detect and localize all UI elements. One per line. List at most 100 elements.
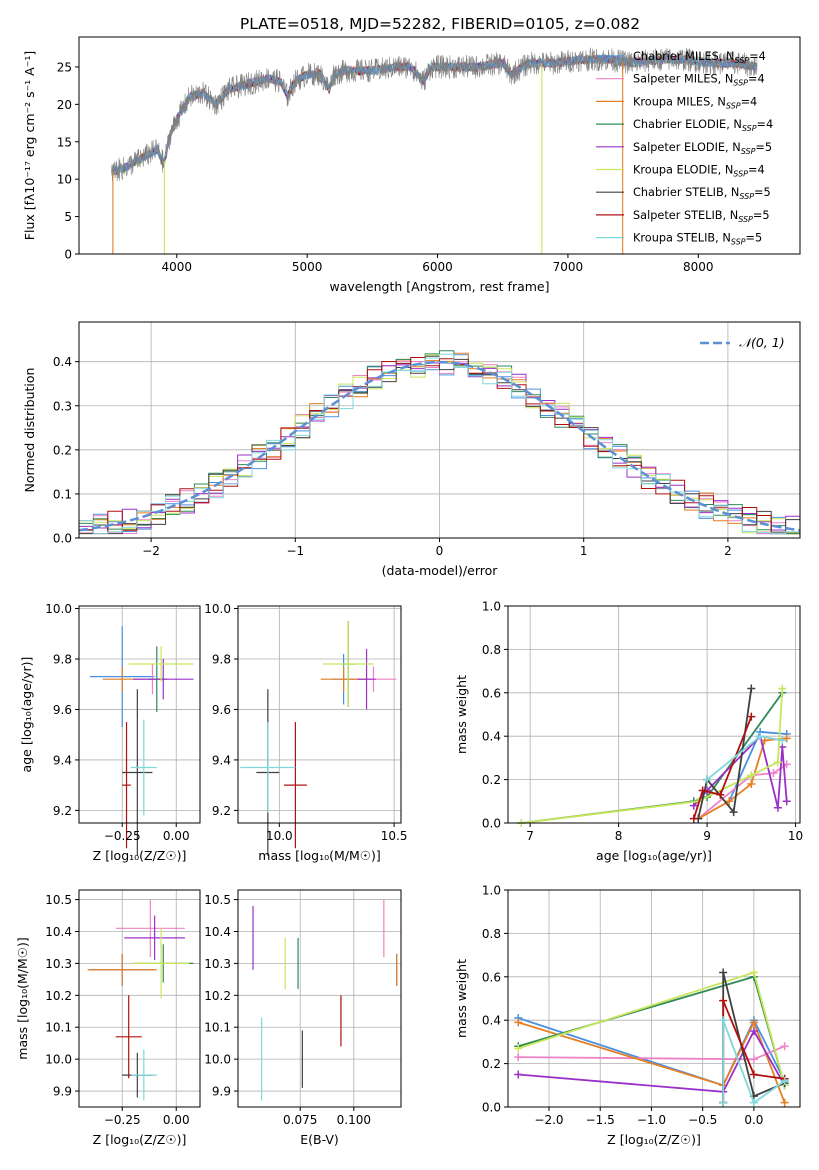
legend-entry: Chabrier MILES, NSSP=4 xyxy=(633,50,766,65)
mass-vs-EBV-marks xyxy=(252,899,398,1101)
y-tick-label: 0.3 xyxy=(53,399,72,413)
mass-weight-vs-age-panel: 7 8 9 10 0.0 0.2 0.4 0.6 0.8 1.0 age [log₁₀(age/yr… xyxy=(454,600,803,864)
weight-marker xyxy=(778,736,787,745)
y-tick-label: 10.0 xyxy=(204,602,231,616)
y-tick-label: 0.4 xyxy=(53,355,72,369)
y-tick-label: 0.1 xyxy=(53,487,72,501)
mass-weight-vs-age-x-axis-label: age [log₁₀(age/yr)] xyxy=(596,848,712,863)
legend-count: =4 xyxy=(748,164,765,177)
mass-vs-Z-plot-area xyxy=(79,890,200,1107)
y-tick-label: 9.6 xyxy=(212,703,231,717)
observed-spectrum-line xyxy=(111,47,758,182)
y-tick-label: 0.8 xyxy=(482,927,501,941)
age-vs-mass-grid xyxy=(238,606,401,823)
residuals-legend: 𝒩(0, 1) xyxy=(700,335,785,350)
y-tick-label: 10.0 xyxy=(45,602,72,616)
y-tick-label: 0.4 xyxy=(482,1014,501,1028)
residuals-panel: −2 −1 0 1 2 0.0 0.1 0.2 0.3 0.4 (data-model)/error… xyxy=(22,321,801,578)
mass-vs-EBV-frame xyxy=(237,889,402,1108)
y-tick-label: 0.6 xyxy=(482,970,501,984)
weight-marker xyxy=(773,803,782,812)
x-tick-label: 0.00 xyxy=(163,829,190,843)
legend-subscript: SSP xyxy=(739,192,754,201)
x-tick-label: −1 xyxy=(286,544,304,558)
weight-marker xyxy=(778,684,787,693)
y-tick-label: 25 xyxy=(57,60,72,74)
mass-weight-vs-age-plot-area xyxy=(508,606,800,823)
legend-count: =4 xyxy=(748,73,765,86)
y-tick-label: 10.3 xyxy=(204,957,231,971)
y-tick-label: 10.3 xyxy=(45,957,72,971)
age-vs-mass-marks xyxy=(240,621,397,856)
weight-marker xyxy=(747,712,756,721)
spectrum-marks xyxy=(111,47,758,254)
weight-marker xyxy=(703,775,712,784)
legend-series-name: Chabrier STELIB, N xyxy=(633,186,739,199)
weight-marker xyxy=(749,1098,758,1107)
mass-weight-vs-Z-frame xyxy=(507,889,801,1108)
mass-vs-Z-panel: −0.25 0.00 9.9 10.0 10.1 10.2 10.3 10.4 10.5 Z [l… xyxy=(15,889,201,1147)
legend-subscript: SSP xyxy=(726,101,741,110)
y-tick-label: 10.0 xyxy=(204,1053,231,1067)
normal-curve xyxy=(78,360,801,532)
age-vs-Z-marks xyxy=(89,626,194,856)
weight-marker xyxy=(514,1044,523,1053)
weight-marker xyxy=(773,758,782,767)
weight-marker xyxy=(719,1098,728,1107)
spectrum-y-axis-label: Flux [fλ10⁻¹⁷ erg cm⁻² s⁻¹ A⁻¹] xyxy=(22,51,37,240)
residuals-y-axis-label: Normed distribution xyxy=(22,368,37,493)
figure-title: PLATE=0518, MJD=52282, FIBERID=0105, z=0… xyxy=(240,15,640,33)
x-tick-label: −0.25 xyxy=(104,829,141,843)
y-tick-label: 0.0 xyxy=(482,817,501,831)
age-vs-Z-x-axis-label: Z [log₁₀(Z/Z☉)] xyxy=(93,848,187,863)
x-tick-label: −1.0 xyxy=(637,1113,666,1127)
y-tick-label: 10.1 xyxy=(204,1021,231,1035)
weight-marker xyxy=(514,1018,523,1027)
spectrum-x-axis-label: wavelength [Angstrom, rest frame] xyxy=(329,279,549,294)
x-tick-label: 10.5 xyxy=(381,829,408,843)
y-tick-label: 0 xyxy=(64,248,72,262)
age-vs-mass-panel: 10.0 10.5 9.2 9.4 9.6 9.8 10.0 mass [log₁₀(M/M☉… xyxy=(204,602,407,863)
mass-weight-vs-Z-x-axis-label: Z [log₁₀(Z/Z☉)] xyxy=(607,1132,701,1147)
x-tick-label: 1 xyxy=(580,544,588,558)
weight-marker xyxy=(780,1098,789,1107)
mass-vs-EBV-plot-area xyxy=(238,890,401,1107)
x-tick-label: 2 xyxy=(724,544,732,558)
legend-entry: 𝒩(0, 1) xyxy=(739,335,785,350)
mass-vs-Z-marks xyxy=(87,899,194,1101)
weight-marker xyxy=(725,797,734,806)
weight-marker xyxy=(747,771,756,780)
weight-marker xyxy=(780,1042,789,1051)
spectrum-frame xyxy=(78,36,801,255)
weight-marker xyxy=(769,769,778,778)
legend-count: =5 xyxy=(753,209,770,222)
weight-marker xyxy=(689,801,698,810)
legend-subscript: SSP xyxy=(738,215,753,224)
y-tick-label: 10.5 xyxy=(45,893,72,907)
x-tick-label: 5000 xyxy=(292,260,323,274)
legend-series-name: Chabrier MILES, N xyxy=(633,50,734,63)
weight-marker xyxy=(514,1070,523,1079)
x-tick-label: 0 xyxy=(436,544,444,558)
y-tick-label: 0.2 xyxy=(53,443,72,457)
mass-vs-EBV-grid xyxy=(238,890,401,1107)
y-tick-label: 0.8 xyxy=(482,643,501,657)
legend-entry: Salpeter ELODIE, NSSP=5 xyxy=(633,141,772,156)
weight-marker xyxy=(719,1016,728,1025)
age-vs-Z-plot-area xyxy=(79,606,200,823)
weight-marker xyxy=(782,734,791,743)
mass-weight-vs-Z-panel: −2.0 −1.5 −1.0 −0.5 0.0 0.0 0.2 0.4 0.6 0.8 1.0 Z [… xyxy=(454,884,801,1147)
x-tick-label: −1.5 xyxy=(586,1113,615,1127)
y-tick-label: 10 xyxy=(57,173,72,187)
legend-series-name: Chabrier ELODIE, N xyxy=(633,118,742,131)
x-tick-label: 8000 xyxy=(683,260,714,274)
age-vs-Z-panel: −0.25 0.00 9.2 9.4 9.6 9.8 10.0 Z [log₁₀(Z/Z☉)]… xyxy=(19,602,201,863)
age-vs-mass-plot-area xyxy=(238,606,401,823)
mass-weight-vs-Z-axes: −2.0 −1.5 −1.0 −0.5 0.0 0.0 0.2 0.4 0.6 0.8 1.0 Z [… xyxy=(454,884,801,1147)
legend-count: =4 xyxy=(741,95,758,108)
residuals-axes: −2 −1 0 1 2 0.0 0.1 0.2 0.3 0.4 (data-model)/error… xyxy=(22,321,801,578)
x-tick-label: 7 xyxy=(526,829,534,843)
weight-marker xyxy=(747,684,756,693)
